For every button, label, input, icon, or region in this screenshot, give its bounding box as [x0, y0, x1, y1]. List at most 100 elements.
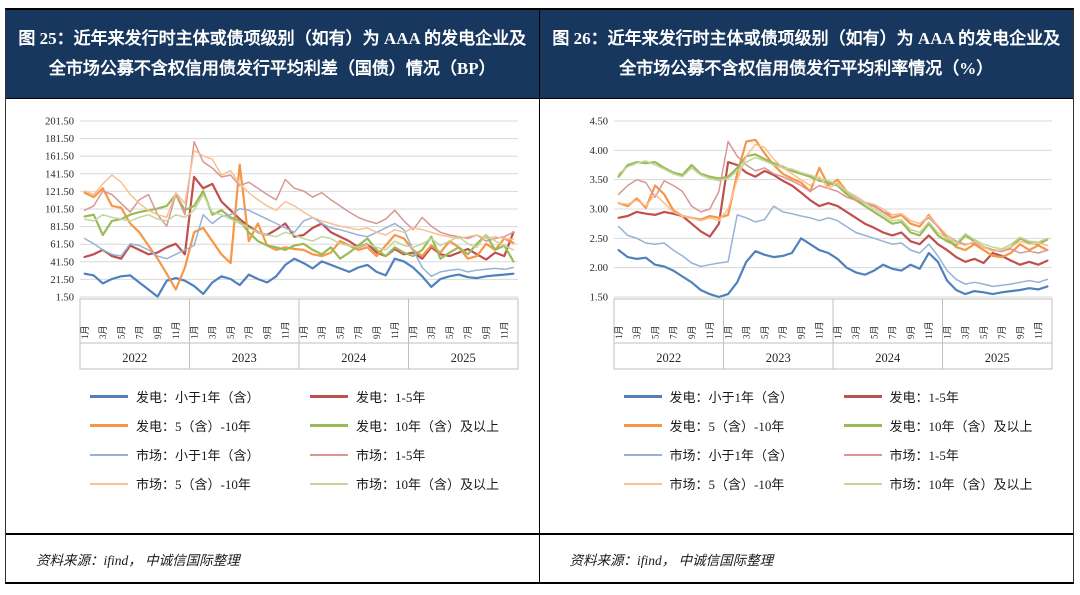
month-tick-label: 1月	[614, 325, 624, 339]
legend-item: 发电：1-5年	[843, 387, 1033, 406]
month-tick-label: 5月	[336, 325, 346, 339]
legend-label: 市场：10年（含）及以上	[889, 477, 1033, 492]
series-line	[618, 143, 1049, 252]
legend-line-swatch	[623, 395, 662, 398]
legend-item: 市场：1-5年	[843, 445, 1033, 464]
month-tick-label: 9月	[153, 325, 163, 339]
legend-label: 发电：小于1年（含）	[136, 390, 260, 405]
y-tick-label: 3.00	[590, 205, 608, 216]
series-line	[618, 156, 1049, 250]
month-tick-label: 5月	[870, 325, 880, 339]
year-label: 2025	[451, 351, 476, 365]
year-label: 2023	[232, 351, 257, 365]
legend-line-swatch	[623, 424, 662, 427]
figure-table: 图 25：近年来发行时主体或债项级别（如有）为 AAA 的发电企业及全市场公募不…	[5, 8, 1074, 584]
legend-item: 市场：10年（含）及以上	[310, 474, 499, 493]
month-tick-label: 1月	[190, 325, 200, 339]
legend-line-swatch	[310, 453, 348, 456]
series-line	[84, 149, 515, 241]
figure-26-chart: 1.50 2.00 2.50 3.00 3.50 4.00 4.50 1月 3月 5月 7月 9月 11…	[590, 117, 1053, 370]
month-tick-label: 3月	[961, 325, 971, 339]
series-line	[83, 175, 515, 261]
month-tick-label: 11月	[500, 321, 510, 339]
figure-26-panel: 图 26：近年来发行时主体或债项级别（如有）为 AAA 的发电企业及全市场公募不…	[539, 10, 1073, 582]
legend-line-swatch	[90, 395, 128, 398]
month-tick-label: 11月	[924, 321, 934, 339]
series-line	[617, 153, 1049, 253]
legend-item: 发电：5（含）-10年	[623, 416, 834, 435]
legend-line-swatch	[310, 395, 348, 398]
month-tick-label: 1月	[943, 325, 953, 339]
series-line	[83, 189, 515, 263]
series-line	[83, 163, 515, 291]
figure-26-title: 图 26：近年来发行时主体或债项级别（如有）为 AAA 的发电企业及全市场公募不…	[539, 10, 1073, 99]
year-label: 2022	[657, 351, 682, 365]
figure-25-panel: 图 25：近年来发行时主体或债项级别（如有）为 AAA 的发电企业及全市场公募不…	[6, 10, 540, 582]
month-tick-label: 3月	[98, 325, 108, 339]
month-tick-label: 9月	[687, 325, 697, 339]
y-tick-label: 141.50	[45, 169, 74, 180]
month-tick-label: 3月	[317, 325, 327, 339]
month-tick-label: 7月	[244, 325, 254, 339]
month-tick-label: 1月	[833, 325, 843, 339]
month-tick-label: 1月	[299, 325, 309, 339]
month-tick-label: 5月	[117, 325, 127, 339]
year-label: 2022	[123, 351, 148, 365]
month-tick-label: 7月	[888, 325, 898, 339]
legend-item: 发电：小于1年（含）	[90, 387, 300, 406]
y-tick-label: 121.50	[45, 187, 74, 198]
month-tick-label: 3月	[742, 325, 752, 339]
legend-label: 市场：10年（含）及以上	[356, 477, 500, 492]
legend-item: 市场：5（含）-10年	[623, 474, 834, 493]
month-tick-label: 7月	[997, 325, 1007, 339]
month-tick-label: 5月	[760, 325, 770, 339]
month-tick-label: 1月	[80, 325, 90, 339]
y-tick-label: 61.50	[51, 240, 75, 251]
month-tick-label: 11月	[705, 321, 715, 339]
series-line	[617, 138, 1049, 259]
legend-label: 发电：5（含）-10年	[136, 419, 251, 434]
legend-item: 市场：10年（含）及以上	[843, 474, 1033, 493]
month-tick-label: 5月	[651, 325, 661, 339]
legend-item: 发电：5（含）-10年	[90, 416, 300, 435]
figure-25-legend: 发电：小于1年（含） 发电：1-5年发电：5（含）-10年 发电：10年（含）及以上…	[90, 387, 499, 493]
legend-line-swatch	[623, 453, 662, 456]
legend-label: 市场：小于1年（含）	[669, 448, 794, 463]
legend-line-swatch	[843, 453, 882, 456]
legend-label: 发电：1-5年	[889, 390, 959, 405]
month-tick-label: 3月	[632, 325, 642, 339]
year-label: 2024	[876, 351, 902, 365]
series-line	[618, 205, 1049, 288]
legend-label: 市场：小于1年（含）	[136, 448, 260, 463]
month-tick-label: 5月	[226, 325, 236, 339]
month-tick-label: 9月	[797, 325, 807, 339]
month-tick-label: 11月	[281, 321, 291, 339]
month-tick-label: 5月	[445, 325, 455, 339]
month-tick-label: 3月	[851, 325, 861, 339]
series-line	[618, 140, 1049, 254]
legend-item: 市场：小于1年（含）	[623, 445, 834, 464]
y-tick-label: 21.50	[51, 275, 75, 286]
month-tick-label: 9月	[263, 325, 273, 339]
y-tick-label: 4.00	[590, 146, 608, 157]
legend-line-swatch	[310, 482, 348, 485]
month-tick-label: 3月	[427, 325, 437, 339]
year-label: 2023	[766, 351, 791, 365]
y-tick-label: 3.50	[590, 175, 608, 186]
legend-item: 发电：小于1年（含）	[623, 387, 834, 406]
series-line	[83, 257, 515, 298]
legend-line-swatch	[90, 453, 128, 456]
month-tick-label: 1月	[409, 325, 419, 339]
legend-item: 发电：10年（含）及以上	[310, 416, 499, 435]
series-line	[617, 237, 1049, 299]
legend-label: 市场：1-5年	[356, 448, 426, 463]
series-line	[617, 160, 1049, 266]
figure-25-source: 资料来源：ifind， 中诚信国际整理	[6, 533, 539, 582]
month-tick-label: 11月	[815, 321, 825, 339]
month-tick-label: 11月	[390, 321, 400, 339]
legend-label: 发电：10年（含）及以上	[889, 419, 1033, 434]
month-tick-label: 7月	[135, 325, 145, 339]
y-tick-label: 4.50	[590, 117, 608, 128]
legend-label: 发电：1-5年	[356, 390, 426, 405]
legend-line-swatch	[843, 424, 882, 427]
